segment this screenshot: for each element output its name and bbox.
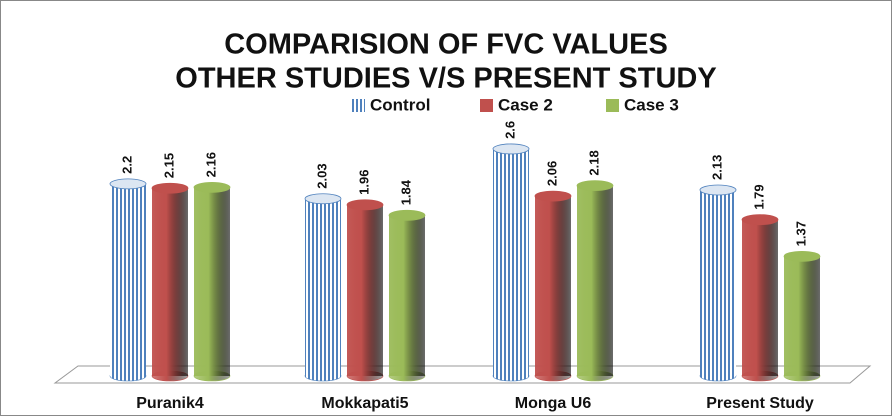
bar-top <box>576 180 614 192</box>
data-label: 2.13 <box>709 155 724 180</box>
bar-top <box>492 143 530 155</box>
data-label: 1.84 <box>398 179 413 205</box>
bar-shade <box>194 187 230 376</box>
bar-body <box>493 148 529 376</box>
bar <box>492 143 530 382</box>
bar-top <box>741 214 779 226</box>
bar-shade <box>152 188 188 376</box>
bar-top <box>346 199 384 211</box>
floor <box>53 365 872 384</box>
legend-swatch <box>352 99 365 112</box>
legend-swatch <box>480 99 493 112</box>
data-label: 1.37 <box>793 221 808 246</box>
x-tick-label: Monga U6 <box>515 395 592 412</box>
bar-shade <box>347 204 383 376</box>
data-label: 2.06 <box>544 161 559 186</box>
legend-label: Case 3 <box>624 95 679 114</box>
legend: Control Case 2 Case 3 <box>352 95 679 114</box>
legend-label: Case 2 <box>498 95 553 114</box>
bar-body <box>110 183 146 376</box>
bar <box>151 182 189 382</box>
data-label: 1.96 <box>356 170 371 195</box>
chart-title: COMPARISION OF FVC VALUES <box>224 29 668 61</box>
data-label: 2.6 <box>502 121 517 139</box>
bar <box>109 178 147 382</box>
data-label: 2.03 <box>314 163 329 188</box>
bar <box>346 199 384 382</box>
bar-top <box>699 184 737 196</box>
chart-title: OTHER STUDIES V/S PRESENT STUDY <box>175 63 716 95</box>
plot-area: Puranik4 2.2 2.15 2.16 Mokkapati5 2.03 1.96 1.8… <box>109 121 821 412</box>
bar-top <box>193 181 231 193</box>
bar <box>193 181 231 382</box>
legend-swatch <box>606 99 619 112</box>
bar <box>576 180 614 382</box>
bar <box>699 184 737 382</box>
data-label: 2.15 <box>161 153 176 178</box>
bar <box>534 190 572 382</box>
bar-shade <box>784 256 820 376</box>
bar-body <box>700 189 736 376</box>
bar-top <box>304 193 342 205</box>
bar-shade <box>577 185 613 376</box>
data-label: 1.79 <box>751 184 766 209</box>
x-tick-label: Puranik4 <box>136 395 204 412</box>
bar <box>783 250 821 382</box>
bar <box>304 193 342 382</box>
bar-top <box>388 209 426 221</box>
x-tick-label: Mokkapati5 <box>321 395 408 412</box>
data-label: 2.2 <box>119 156 134 174</box>
bar-shade <box>535 196 571 376</box>
legend-label: Control <box>370 95 430 114</box>
bar-top <box>109 178 147 190</box>
bar <box>388 209 426 382</box>
bar-top <box>783 250 821 262</box>
bar-shade <box>742 219 778 376</box>
bar-top <box>534 190 572 202</box>
x-tick-label: Present Study <box>706 395 814 412</box>
bar-top <box>151 182 189 194</box>
data-label: 2.18 <box>586 150 601 175</box>
bar <box>741 214 779 382</box>
bar-body <box>305 198 341 376</box>
bar-shade <box>389 215 425 376</box>
data-label: 2.16 <box>203 152 218 177</box>
